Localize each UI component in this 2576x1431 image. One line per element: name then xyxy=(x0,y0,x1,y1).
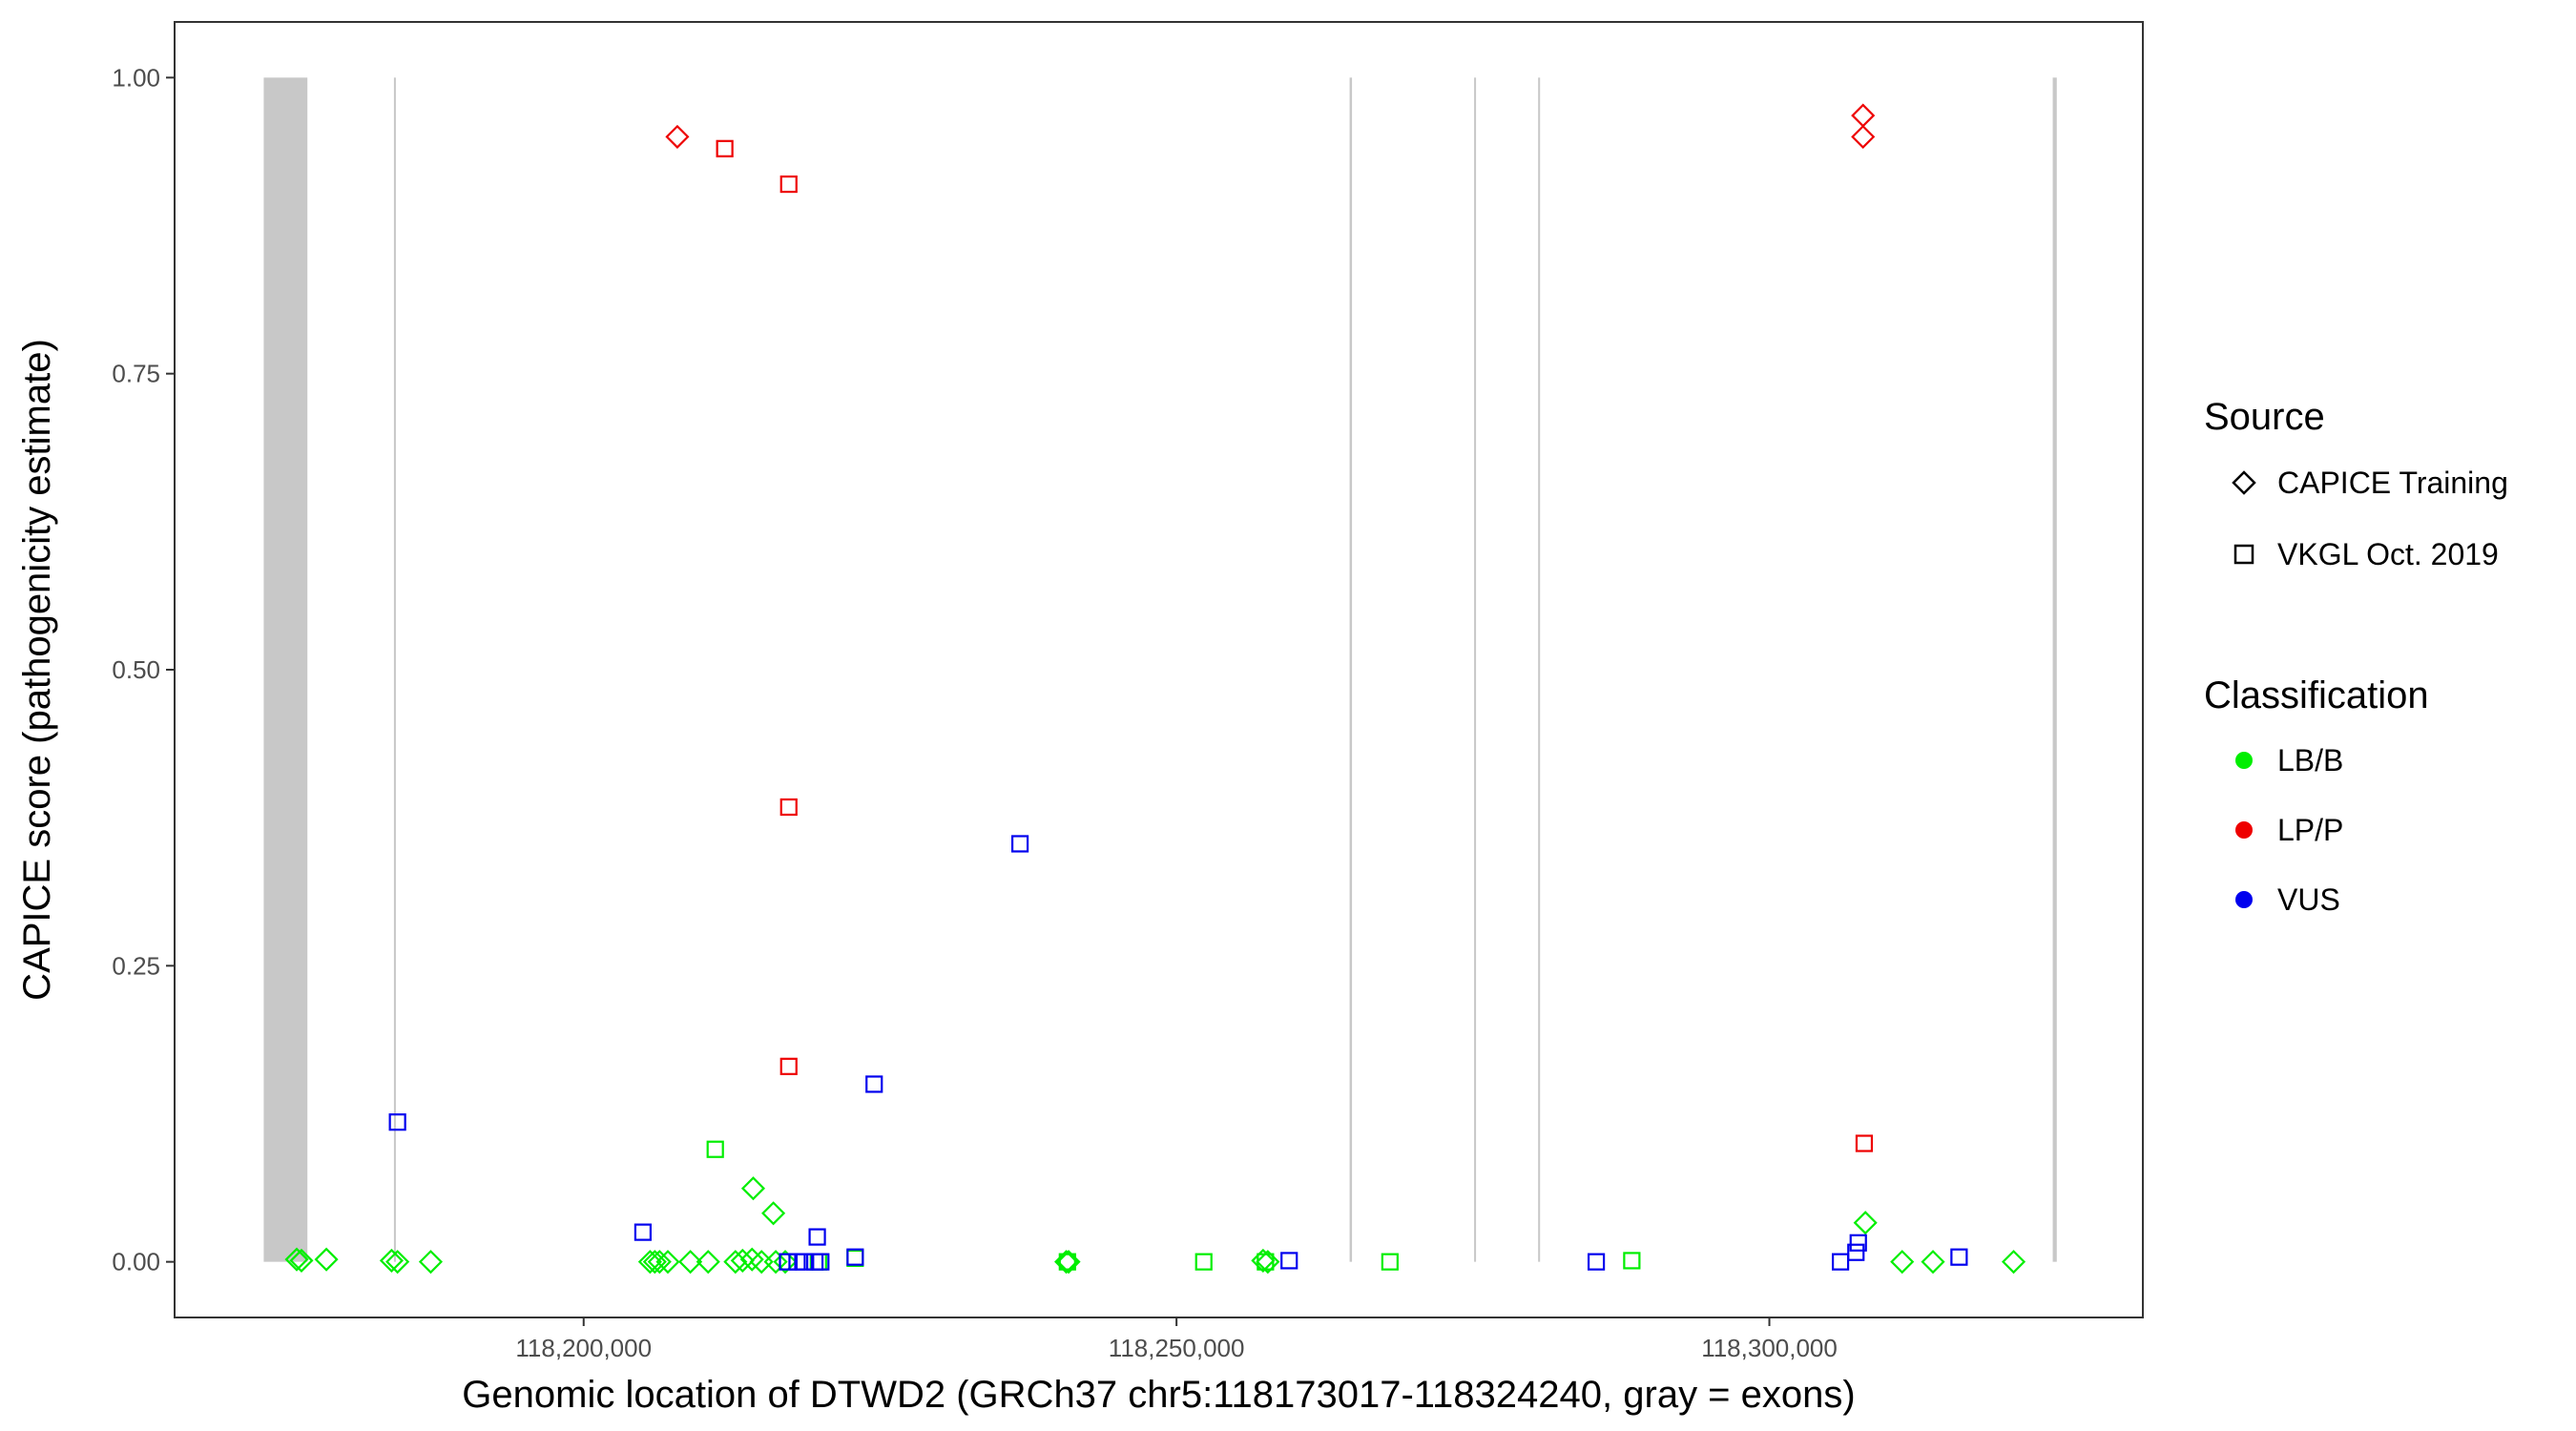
data-point-diamond xyxy=(418,1250,443,1275)
data-point-diamond xyxy=(696,1250,720,1275)
data-point-diamond xyxy=(730,1248,755,1273)
exon-band xyxy=(263,77,308,1262)
data-point-diamond xyxy=(1251,1248,1276,1273)
data-point-diamond xyxy=(647,1250,672,1275)
legend-classification-title: Classification xyxy=(2204,674,2429,716)
data-point-square xyxy=(706,1140,724,1158)
data-point-diamond xyxy=(1921,1250,1945,1275)
data-point-diamond xyxy=(1256,1250,1280,1275)
data-point-square xyxy=(846,1248,864,1266)
data-point-square xyxy=(795,1253,814,1271)
legend-source-label-vkgl: VKGL Oct. 2019 xyxy=(2277,537,2499,571)
data-point-diamond xyxy=(655,1250,680,1275)
y-tick-label: 0.75 xyxy=(112,360,160,388)
data-point-square xyxy=(1950,1248,1968,1266)
legend-square-key-icon xyxy=(2233,544,2254,565)
data-point-square xyxy=(634,1223,652,1241)
data-point-diamond xyxy=(1851,124,1876,149)
y-tick-label: 0.50 xyxy=(112,655,160,684)
data-point-square xyxy=(865,1075,883,1093)
x-axis-ticks: 118,200,000 118,250,000 118,300,000 xyxy=(515,1317,1838,1362)
exon-band xyxy=(1474,77,1477,1262)
legend-class-label-lbb: LB/B xyxy=(2277,743,2343,778)
exon-band xyxy=(2052,77,2057,1262)
data-point-square xyxy=(1058,1253,1076,1271)
y-tick-label: 1.00 xyxy=(112,63,160,92)
data-point-square xyxy=(1849,1234,1867,1252)
exon-band xyxy=(1538,77,1541,1262)
data-point-square xyxy=(716,139,734,157)
legend: Source CAPICE Training VKGL Oct. 2019 Cl… xyxy=(2204,396,2508,917)
data-point-diamond xyxy=(289,1248,314,1273)
data-point-square xyxy=(388,1113,406,1131)
data-point-diamond xyxy=(678,1250,703,1275)
data-point-diamond xyxy=(385,1250,410,1275)
data-point-diamond xyxy=(740,1176,766,1201)
data-point-square xyxy=(1855,1134,1874,1152)
legend-source-label-training: CAPICE Training xyxy=(2277,466,2508,500)
data-point-square xyxy=(1381,1253,1399,1271)
y-tick-label: 0.00 xyxy=(112,1248,160,1276)
data-point-square xyxy=(1010,835,1029,853)
data-point-diamond xyxy=(763,1250,788,1275)
data-point-square xyxy=(1847,1243,1865,1261)
data-point-diamond xyxy=(773,1250,798,1275)
legend-lbb-dot xyxy=(2235,752,2253,769)
x-tick-label: 118,200,000 xyxy=(515,1334,652,1362)
y-tick-label: 0.25 xyxy=(112,951,160,980)
exon-bands xyxy=(263,77,2057,1262)
exon-band xyxy=(393,77,396,1262)
data-point-square xyxy=(1195,1253,1213,1271)
data-point-diamond xyxy=(637,1250,662,1275)
data-point-diamond xyxy=(1890,1250,1915,1275)
y-axis-title: CAPICE score (pathogenicity estimate) xyxy=(16,339,58,1001)
data-points xyxy=(284,103,2026,1275)
data-point-square xyxy=(1831,1253,1850,1271)
data-point-square xyxy=(1587,1253,1606,1271)
data-point-diamond xyxy=(284,1247,309,1272)
legend-diamond-key-icon xyxy=(2232,470,2256,495)
data-point-square xyxy=(779,175,798,194)
data-point-square xyxy=(1257,1253,1275,1271)
data-point-diamond xyxy=(761,1201,786,1226)
exon-band xyxy=(1349,77,1353,1262)
y-axis-ticks: 0.00 0.25 0.50 0.75 1.00 xyxy=(112,63,175,1276)
data-point-square xyxy=(808,1228,826,1246)
legend-source-title: Source xyxy=(2204,396,2325,438)
data-point-diamond xyxy=(665,124,690,149)
x-tick-label: 118,250,000 xyxy=(1109,1334,1245,1362)
data-point-square xyxy=(1280,1252,1298,1270)
data-point-square xyxy=(1623,1252,1641,1270)
data-point-diamond xyxy=(2001,1250,2026,1275)
data-point-diamond xyxy=(314,1247,339,1272)
data-point-diamond xyxy=(739,1247,764,1272)
data-point-diamond xyxy=(1853,1211,1878,1235)
legend-class-label-lpp: LP/P xyxy=(2277,813,2343,847)
legend-class-label-vus: VUS xyxy=(2277,882,2340,917)
data-point-square xyxy=(779,1253,797,1271)
data-point-diamond xyxy=(379,1248,404,1273)
legend-lpp-dot xyxy=(2235,821,2253,839)
data-point-square xyxy=(812,1253,830,1271)
legend-vus-dot xyxy=(2235,891,2253,908)
x-tick-label: 118,300,000 xyxy=(1701,1334,1838,1362)
data-point-square xyxy=(779,798,798,817)
data-point-square xyxy=(779,1057,798,1075)
x-axis-title: Genomic location of DTWD2 (GRCh37 chr5:1… xyxy=(462,1374,1855,1416)
